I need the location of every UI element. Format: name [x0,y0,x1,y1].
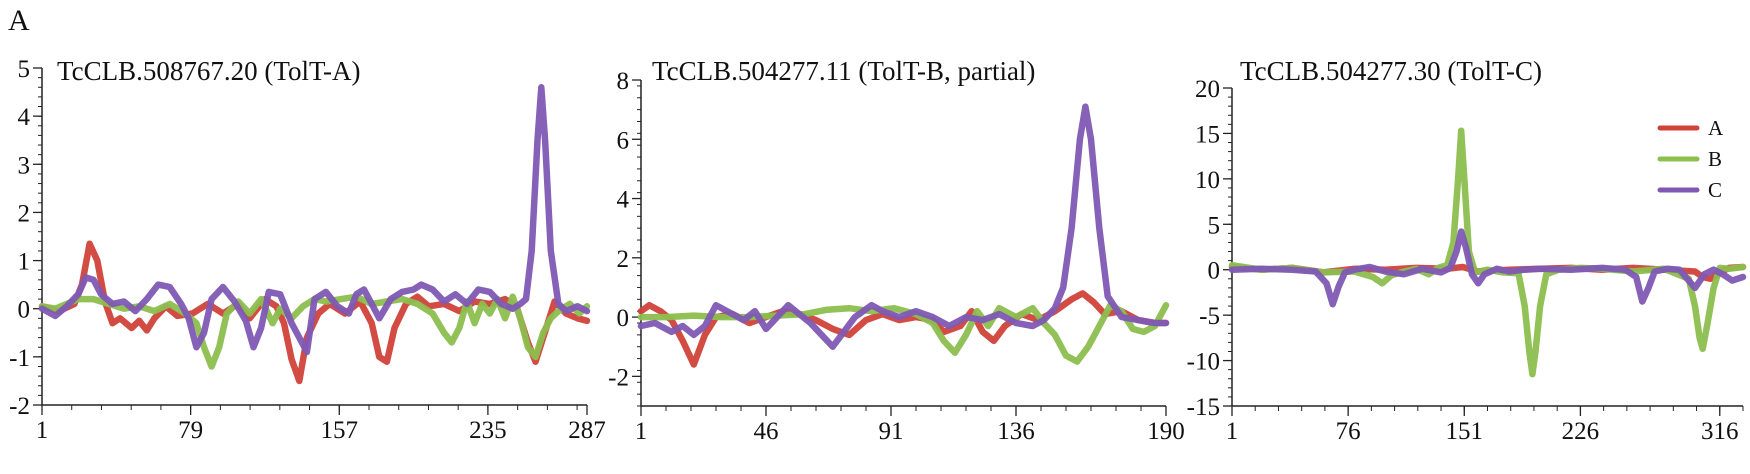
y-tick-label: -1 [9,345,30,372]
x-tick-label: 91 [879,418,904,445]
x-tick-label: 316 [1701,418,1739,445]
x-tick-label: 157 [321,417,359,444]
legend-label-c: C [1708,178,1722,202]
y-tick-label: 8 [617,68,630,95]
y-tick-label: -5 [1199,303,1220,330]
y-tick-label: 4 [18,104,31,131]
y-tick-label: 0 [1208,258,1221,285]
legend-label-a: A [1708,116,1724,140]
y-tick-label: 0 [617,305,630,332]
x-tick-label: 151 [1446,418,1484,445]
y-tick-label: 20 [1195,76,1220,103]
y-tick-label: 15 [1195,121,1220,148]
chart-title: TcCLB.504277.11 (TolT-B, partial) [652,56,1035,86]
x-tick-label: 79 [178,417,203,444]
y-tick-label: 2 [18,200,31,227]
y-tick-label: -15 [1187,394,1220,421]
chart-3: -15 -10 -5 0 5 10 15 20 1 76 151 226 316 TcCLB.504277… [1187,56,1747,445]
series-line-c [1228,228,1747,308]
y-tick-label: 5 [18,56,31,83]
x-tick-label: 1 [36,417,49,444]
y-tick-label: 1 [18,249,31,276]
chart-1: -2 -1 0 1 2 3 4 5 1 79 157 235 287 TcCLB.508767.20 (T… [9,56,606,444]
series-line-b [1228,127,1747,378]
y-tick-label: 0 [18,297,31,324]
chart-title: TcCLB.508767.20 (TolT-A) [57,56,360,86]
y-tick-label: 2 [617,246,630,273]
x-tick-label: 226 [1562,418,1600,445]
y-tick-label: 5 [1208,212,1221,239]
y-tick-label: -10 [1187,349,1220,376]
y-tick-label: -2 [608,364,629,391]
x-tick-label: 235 [469,417,507,444]
y-tick-label: 6 [617,127,630,154]
series-line-a [38,240,591,385]
legend-label-b: B [1708,147,1722,171]
chart-title: TcCLB.504277.30 (TolT-C) [1240,56,1542,86]
x-tick-label: 190 [1147,418,1185,445]
y-tick-label: 4 [617,187,630,214]
x-tick-label: 76 [1336,418,1361,445]
x-tick-label: 1 [635,418,648,445]
x-tick-label: 136 [997,418,1035,445]
y-tick-label: 10 [1195,167,1220,194]
series-line-a [637,290,1170,368]
series-line-b [38,293,591,370]
y-tick-label: 3 [18,152,31,179]
series-line-c [38,84,591,356]
series-line-c [637,103,1170,350]
series-line-b [637,301,1170,365]
x-tick-label: 1 [1226,418,1239,445]
x-tick-label: 287 [568,417,606,444]
y-tick-label: -2 [9,393,30,420]
panel-label: A [8,4,30,37]
x-tick-label: 46 [754,418,779,445]
